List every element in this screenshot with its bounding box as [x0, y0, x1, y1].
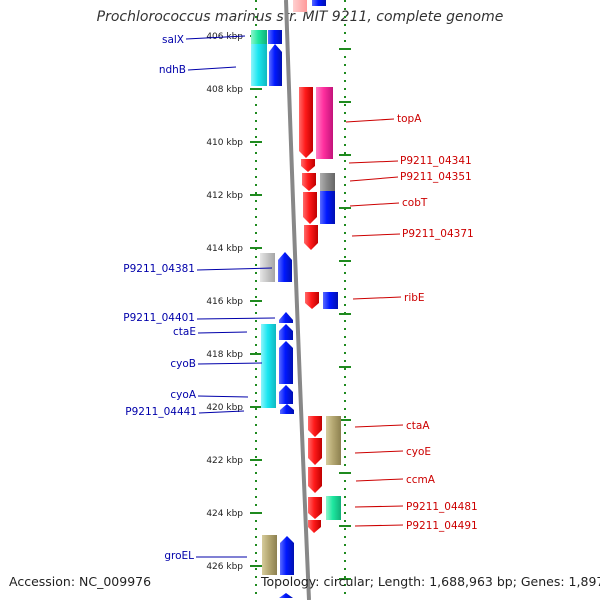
gene-P9211_04381-arrow[interactable] [278, 252, 292, 282]
gene-ndhB-arrow[interactable] [269, 44, 282, 86]
leader-cobT [349, 202, 400, 207]
leader-P9211_04381 [196, 267, 273, 271]
gene-bottom-fragment[interactable] [279, 593, 293, 598]
gene-P9211_04381-block[interactable] [260, 253, 275, 282]
leader-ctaA [354, 424, 404, 428]
label-ndhB[interactable]: ndhB [159, 64, 186, 76]
scale-label: 420 kbp [206, 403, 243, 413]
label-salX[interactable]: salX [162, 34, 184, 46]
label-P9211_04401[interactable]: P9211_04401 [123, 312, 195, 324]
scale-label: 422 kbp [206, 456, 243, 466]
leader-cyoE [354, 450, 404, 454]
scale-label: 410 kbp [206, 138, 243, 148]
scale-label: 412 kbp [206, 191, 243, 201]
gene-cobT-block[interactable] [320, 191, 335, 224]
label-P9211_04341[interactable]: P9211_04341 [400, 155, 472, 167]
leader-cyoA [197, 395, 249, 398]
scale-label: 416 kbp [206, 297, 243, 307]
gene-cyoA-block[interactable] [261, 384, 276, 408]
scale-label: 408 kbp [206, 85, 243, 95]
leader-P9211_04401 [196, 317, 276, 320]
gene-P9211_04401-arrow[interactable] [279, 312, 293, 323]
gene-top-fragment[interactable] [312, 0, 326, 6]
gene-topA-arrow[interactable] [299, 87, 313, 158]
label-cobT[interactable]: cobT [402, 197, 428, 209]
topology-text: Topology: circular; Length: 1,688,963 bp… [261, 574, 600, 589]
leader-ndhB [187, 66, 237, 71]
gene-ccmA-arrow[interactable] [308, 467, 322, 493]
label-cyoA[interactable]: cyoA [170, 389, 196, 401]
leader-P9211_04351 [349, 176, 399, 182]
label-P9211_04381[interactable]: P9211_04381 [123, 263, 195, 275]
gene-cyoB-block[interactable] [261, 340, 276, 384]
leader-P9211_04441 [198, 410, 245, 414]
scale-label: 424 kbp [206, 509, 243, 519]
gene-P9211_04481-block[interactable] [326, 496, 341, 520]
accession-text: Accession: NC_009976 [9, 574, 152, 589]
gene-ribE-block[interactable] [323, 292, 338, 309]
gene-P9211_04441-arrow[interactable] [280, 404, 294, 414]
gene-ctaE-arrow[interactable] [279, 324, 293, 340]
scale-label: 414 kbp [206, 244, 243, 254]
gene-P9211_04351-arrow[interactable] [302, 173, 316, 191]
gene-ctaA-block[interactable] [326, 416, 341, 465]
leader-topA [345, 118, 395, 123]
gene-cyoA-arrow[interactable] [279, 385, 293, 404]
label-P9211_04351[interactable]: P9211_04351 [400, 171, 472, 183]
gene-salX-block[interactable] [251, 30, 267, 44]
label-ctaE[interactable]: ctaE [173, 326, 196, 338]
gene-topA-block[interactable] [316, 87, 333, 159]
gene-cyoB-arrow[interactable] [279, 341, 293, 384]
scale-label: 418 kbp [206, 350, 243, 360]
label-P9211_04491[interactable]: P9211_04491 [406, 520, 478, 532]
leader-ccmA [355, 478, 404, 482]
label-ccmA[interactable]: ccmA [406, 474, 436, 486]
gene-ribE-arrow[interactable] [305, 292, 319, 309]
label-P9211_04441[interactable]: P9211_04441 [125, 406, 197, 418]
gene-P9211_04481-arrow[interactable] [308, 497, 322, 519]
gene-top-fragment-pink[interactable] [293, 0, 307, 12]
leader-cyoB [197, 362, 263, 365]
leader-P9211_04341 [348, 160, 399, 164]
label-P9211_04371[interactable]: P9211_04371 [402, 228, 474, 240]
gene-cobT-arrow[interactable] [303, 192, 317, 224]
genome-backbone [284, 0, 311, 600]
gene-ndhB-block[interactable] [251, 44, 267, 86]
map-title: Prochlorococcus marinus str. MIT 9211, c… [96, 9, 504, 25]
label-topA[interactable]: topA [397, 113, 422, 125]
label-groEL[interactable]: groEL [164, 550, 194, 562]
gene-P9211_04491-arrow[interactable] [308, 520, 321, 533]
scale-label: 426 kbp [206, 562, 243, 572]
label-cyoB[interactable]: cyoB [170, 358, 196, 370]
gene-cyoE-arrow[interactable] [308, 438, 322, 465]
gene-P9211_04341-arrow[interactable] [301, 159, 315, 172]
leader-P9211_04481 [354, 505, 404, 508]
gene-ctaE-block[interactable] [261, 324, 276, 340]
gene-groEL-block[interactable] [262, 535, 277, 575]
gene-P9211_04371-arrow[interactable] [304, 225, 318, 250]
leader-ctaE [197, 331, 248, 334]
gene-ctaA-arrow[interactable] [308, 416, 322, 437]
leader-P9211_04371 [351, 233, 401, 237]
label-cyoE[interactable]: cyoE [406, 446, 431, 458]
gene-P9211_04351-block[interactable] [320, 173, 335, 191]
gene-groEL-arrow[interactable] [280, 536, 294, 575]
label-ctaA[interactable]: ctaA [406, 420, 430, 432]
gene-salX-arrow[interactable] [268, 30, 282, 44]
leader-P9211_04491 [354, 524, 404, 527]
leader-salX [185, 35, 246, 40]
leader-ribE [352, 296, 402, 300]
label-P9211_04481[interactable]: P9211_04481 [406, 501, 478, 513]
label-ribE[interactable]: ribE [404, 292, 425, 304]
